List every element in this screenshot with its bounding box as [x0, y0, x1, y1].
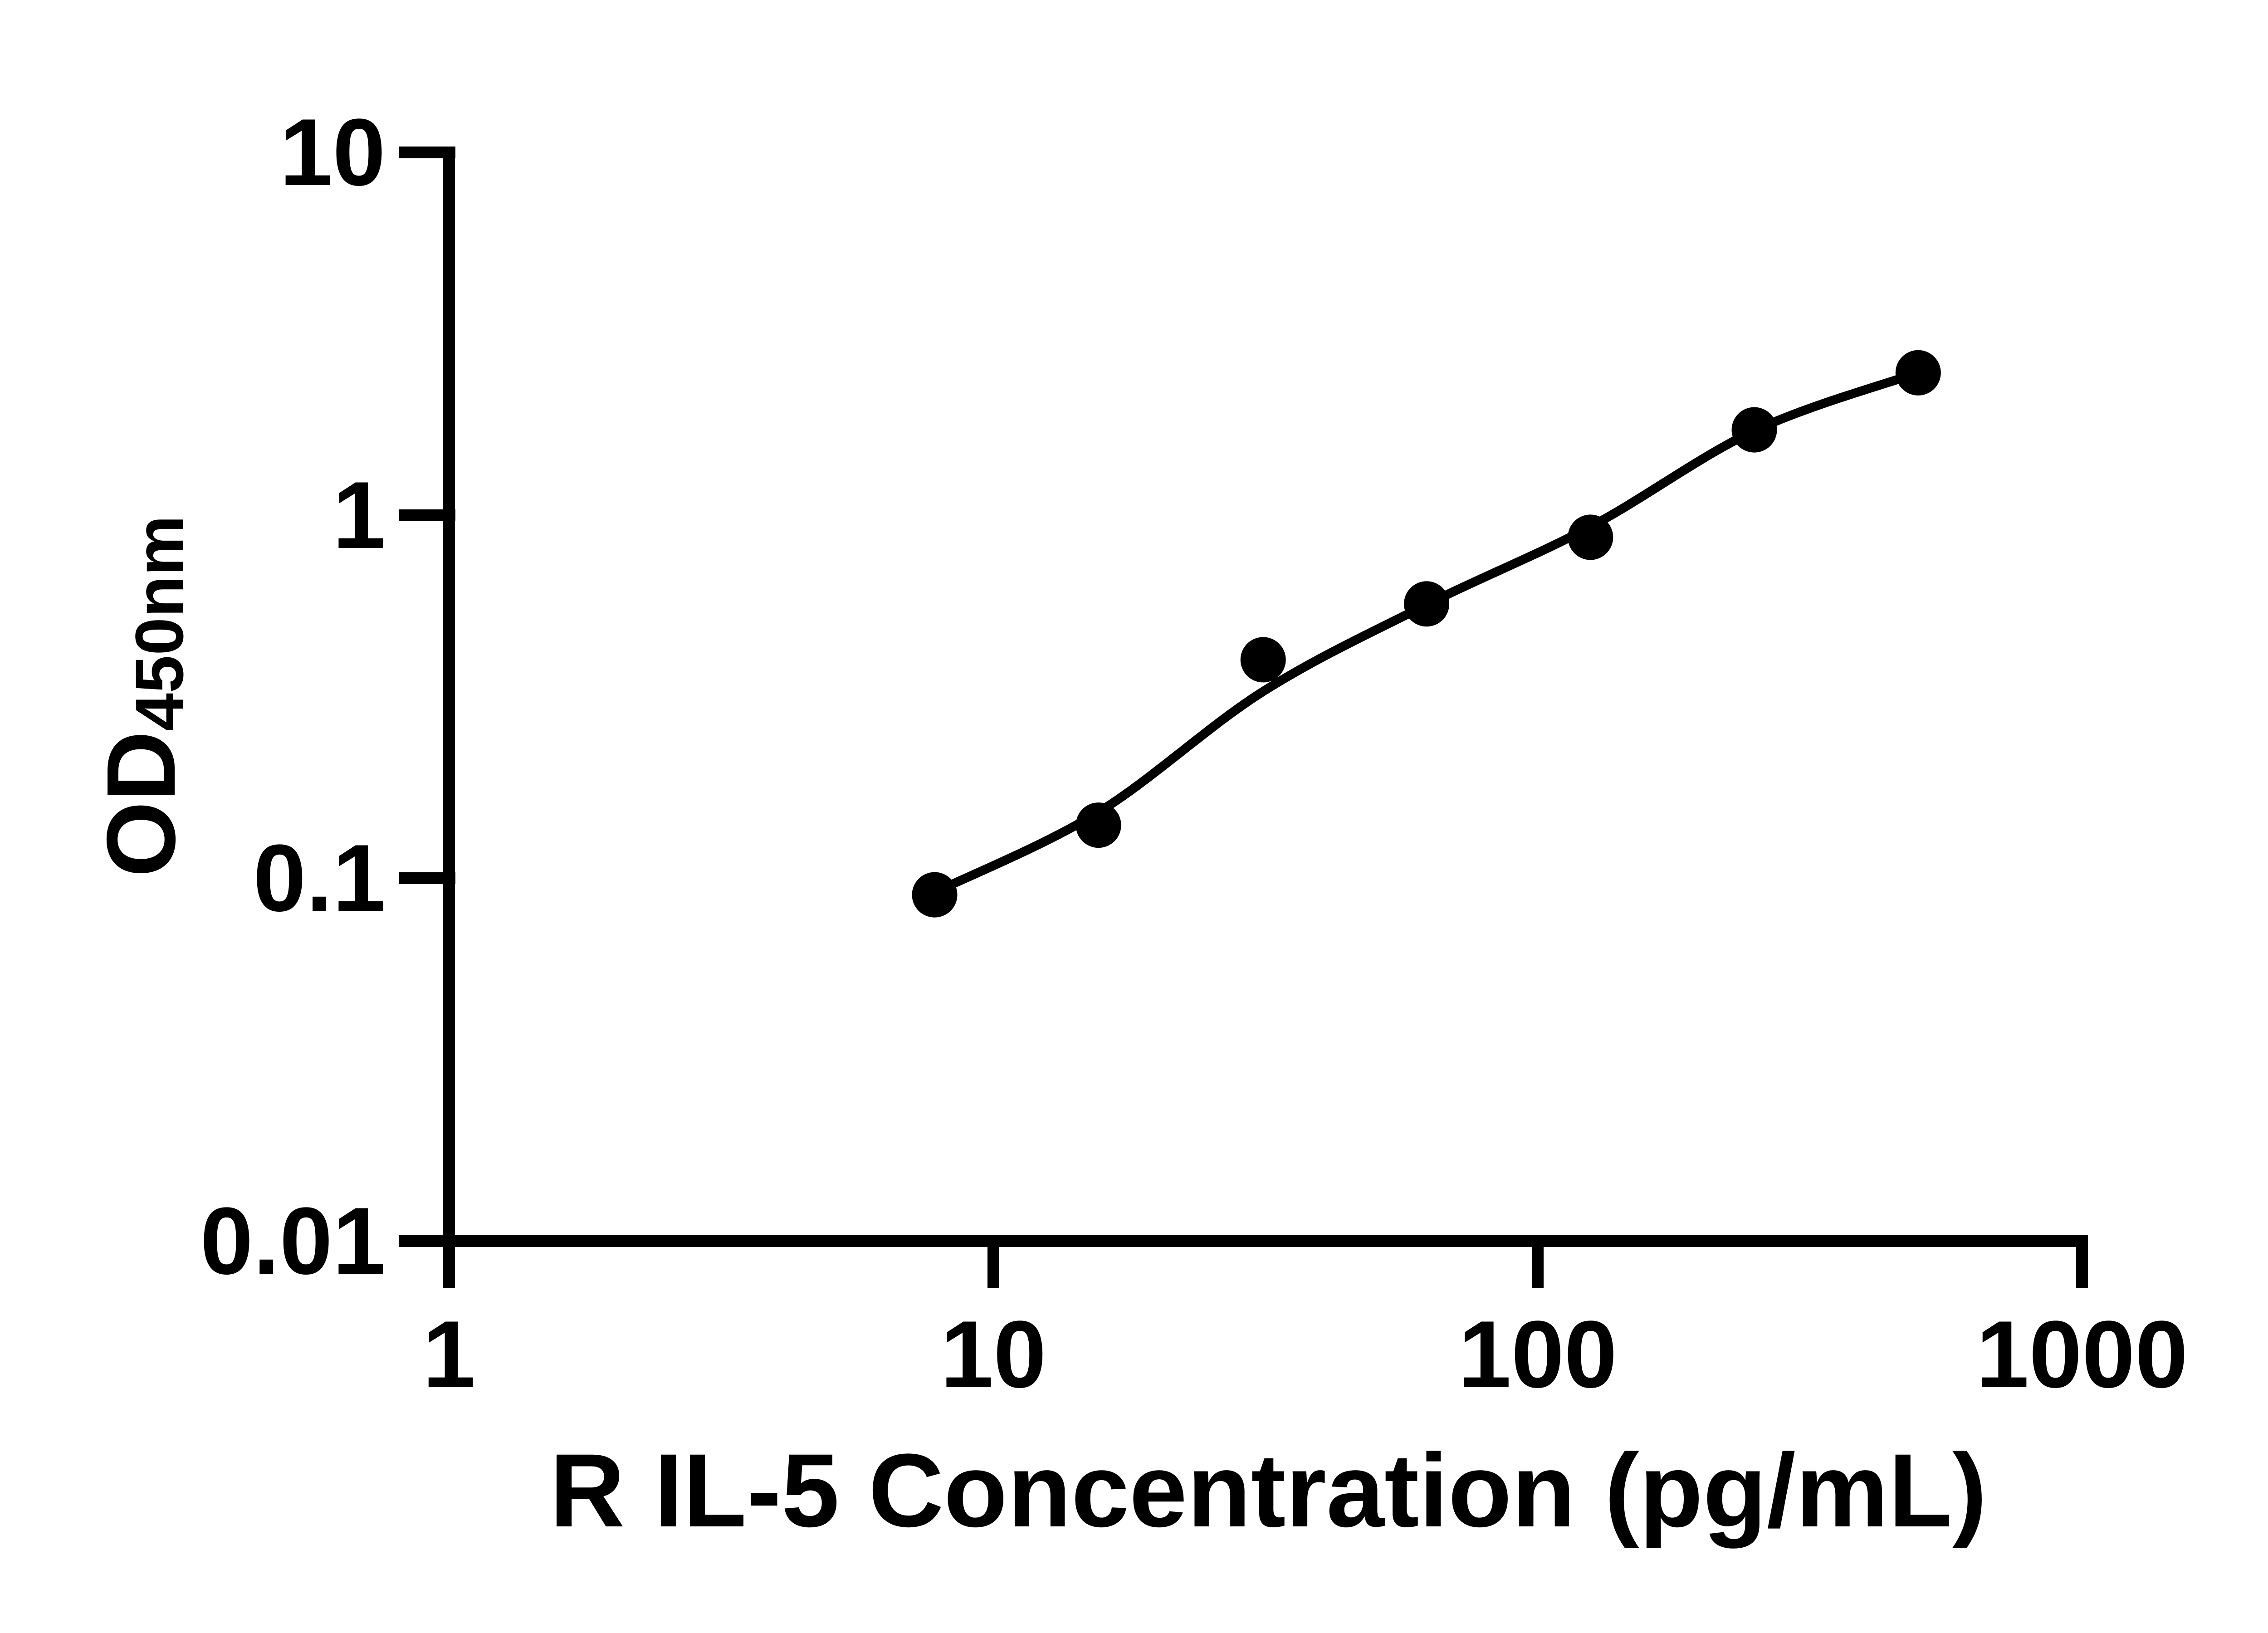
data-point-4 — [1404, 581, 1450, 627]
x-tick-label-10: 10 — [940, 1301, 1046, 1408]
data-point-3 — [1240, 637, 1286, 683]
y-tick-label-10: 10 — [279, 99, 386, 205]
y-axis-title-main: OD — [86, 731, 196, 877]
y-tick-label-1: 1 — [332, 462, 386, 568]
x-tick-label-1000: 1000 — [1976, 1301, 2188, 1408]
x-axis-title: R IL-5 Concentration (pg/mL) — [550, 1432, 1987, 1549]
y-tick-label-0.01: 0.01 — [200, 1188, 386, 1294]
data-point-2 — [1075, 802, 1121, 848]
x-tick-label-1: 1 — [423, 1301, 476, 1408]
data-point-7 — [1895, 350, 1941, 396]
y-axis-title-subscript: 450nm — [121, 515, 197, 731]
y-tick-label-0.1: 0.1 — [253, 825, 386, 931]
plot-area — [912, 350, 1941, 918]
data-point-5 — [1568, 514, 1613, 560]
data-point-6 — [1731, 407, 1777, 453]
x-axis-ticks: 1 10 100 1000 — [423, 1235, 2188, 1408]
y-axis-ticks: 10 1 0.1 0.01 — [200, 99, 455, 1294]
data-point-1 — [912, 872, 958, 918]
x-tick-label-100: 100 — [1458, 1301, 1617, 1408]
axis-frame — [443, 147, 2088, 1247]
data-point-series — [912, 350, 1941, 918]
y-axis-title: OD450nm — [86, 515, 197, 877]
